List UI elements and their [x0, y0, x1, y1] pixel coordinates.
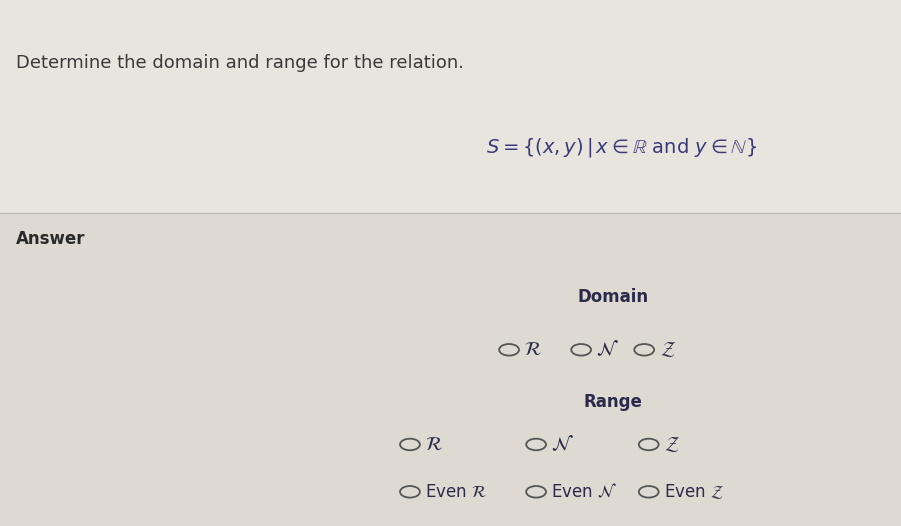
FancyBboxPatch shape: [0, 213, 901, 526]
Text: $\mathcal{N}$: $\mathcal{N}$: [551, 434, 574, 454]
Text: Even $\mathcal{N}$: Even $\mathcal{N}$: [551, 483, 617, 501]
Text: $\mathit{S} = \{(\mathit{x}, \mathit{y})\,|\,\mathit{x} \in \mathbb{R}\ \mathrm{: $\mathit{S} = \{(\mathit{x}, \mathit{y})…: [487, 136, 757, 159]
Text: Answer: Answer: [16, 230, 86, 248]
Text: Even $\mathcal{Z}$: Even $\mathcal{Z}$: [664, 482, 724, 501]
Text: Determine the domain and range for the relation.: Determine the domain and range for the r…: [16, 54, 464, 72]
Text: Range: Range: [583, 393, 642, 411]
Text: $\mathcal{R}$: $\mathcal{R}$: [524, 341, 542, 359]
Text: Domain: Domain: [578, 288, 648, 306]
FancyBboxPatch shape: [0, 0, 901, 213]
Text: $\mathcal{Z}$: $\mathcal{Z}$: [660, 340, 676, 359]
Text: $\mathcal{R}$: $\mathcal{R}$: [425, 436, 443, 453]
Text: Even $\mathcal{R}$: Even $\mathcal{R}$: [425, 483, 487, 501]
Text: $\mathcal{Z}$: $\mathcal{Z}$: [664, 435, 680, 454]
Text: $\mathcal{N}$: $\mathcal{N}$: [596, 340, 619, 360]
